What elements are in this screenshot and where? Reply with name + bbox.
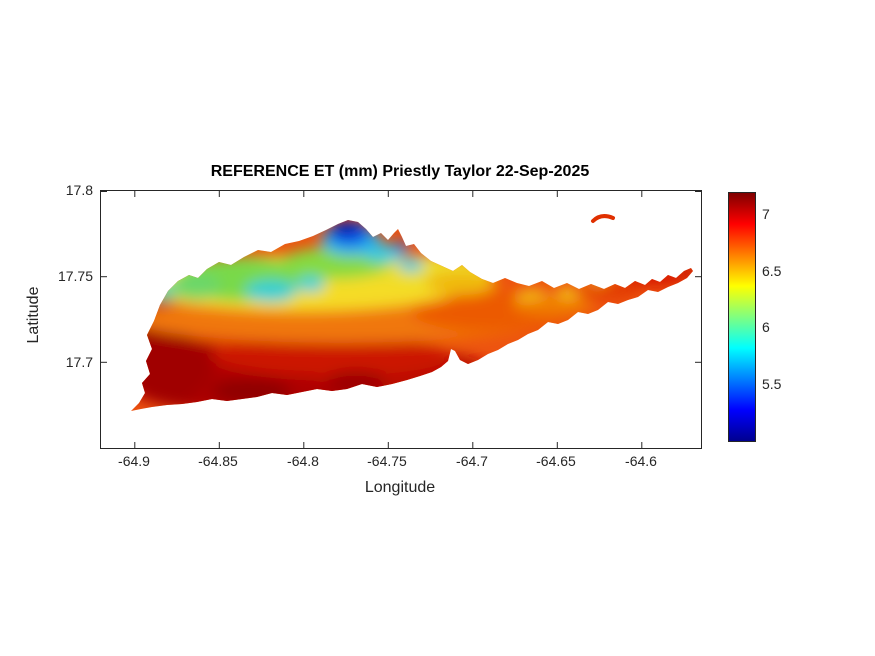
x-tick-64.6: -64.6 xyxy=(625,453,657,469)
island-fill xyxy=(131,220,693,411)
detached-islet xyxy=(591,214,615,223)
plot-area xyxy=(100,190,702,449)
x-tick-64.9: -64.9 xyxy=(118,453,150,469)
axis-tick-marks xyxy=(101,191,701,448)
y-tick-17.75: 17.75 xyxy=(57,268,93,284)
chart-title: REFERENCE ET (mm) Priestly Taylor 22-Sep… xyxy=(210,163,590,180)
x-tick-64.7: -64.7 xyxy=(456,453,488,469)
x-tick-64.8: -64.8 xyxy=(287,453,319,469)
island-heatmap xyxy=(101,191,701,448)
y-axis-label: Latitude xyxy=(25,286,42,344)
x-tick-64.65: -64.65 xyxy=(536,453,576,469)
y-tick-17.8: 17.8 xyxy=(65,182,93,198)
y-tick-17.7: 17.7 xyxy=(65,354,93,370)
x-tick-64.75: -64.75 xyxy=(367,453,407,469)
colorbar-tick-6: 6 xyxy=(762,319,770,335)
x-axis-label: Longitude xyxy=(364,479,436,496)
colorbar-tick-7: 7 xyxy=(762,206,770,222)
colorbar xyxy=(728,192,756,442)
colorbar-tick-6.5: 6.5 xyxy=(762,263,782,279)
x-tick-64.85: -64.85 xyxy=(198,453,238,469)
colorbar-tick-5.5: 5.5 xyxy=(762,376,782,392)
